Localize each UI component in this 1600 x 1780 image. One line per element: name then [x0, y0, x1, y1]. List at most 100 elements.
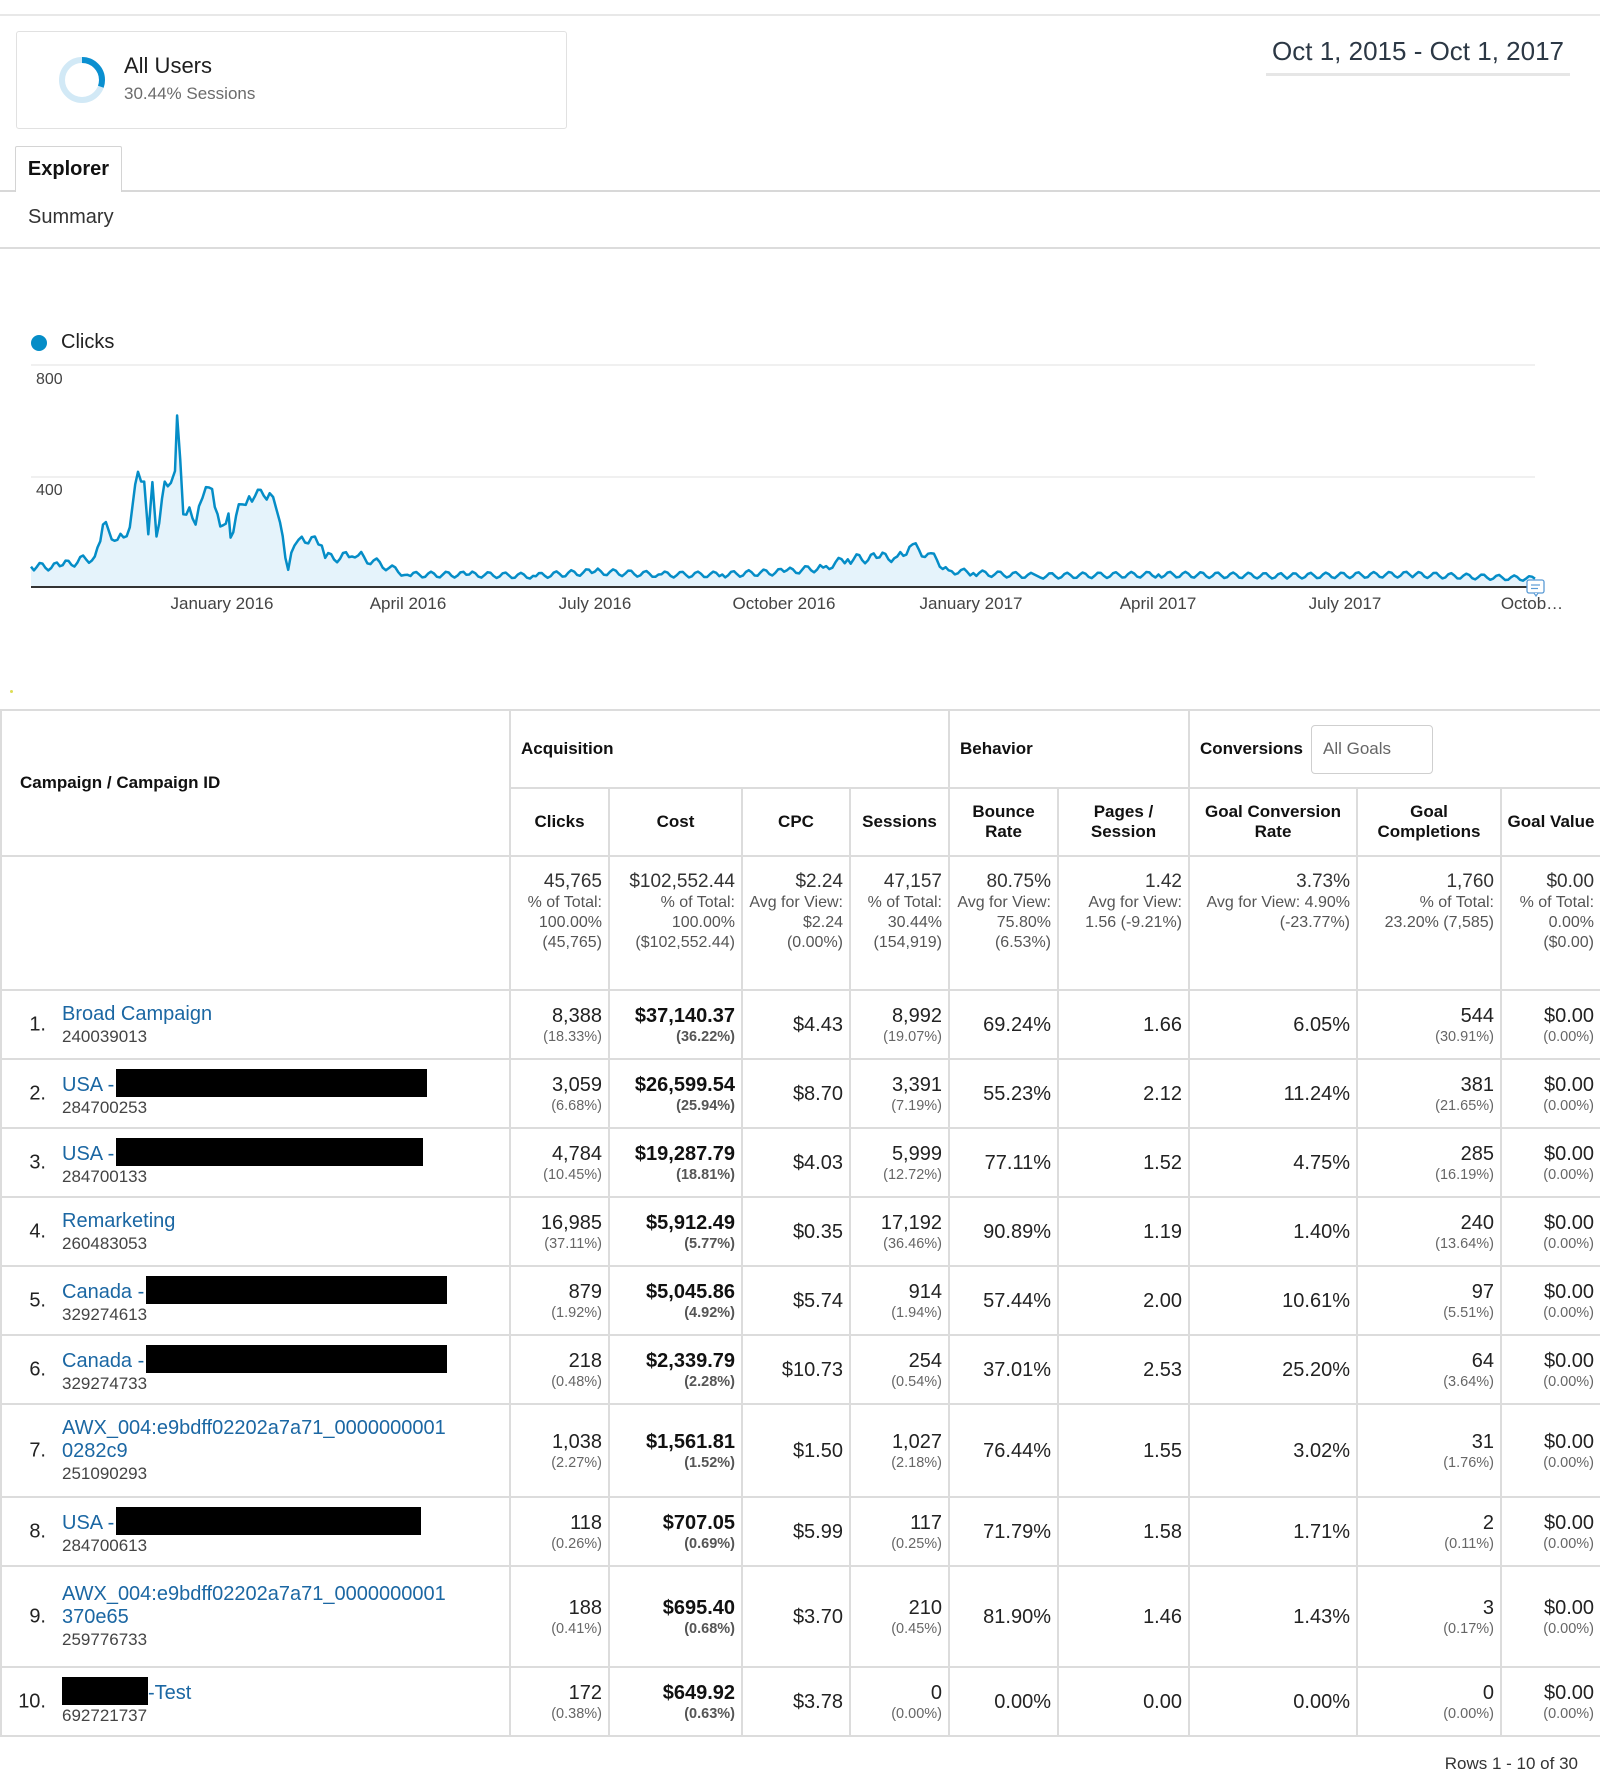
metric-cell: $37,140.37 (36.22%)	[608, 989, 743, 1060]
clicks-line-chart[interactable]	[0, 350, 1600, 620]
metric-cell: $26,599.54 (25.94%)	[608, 1058, 743, 1129]
redacted-block	[146, 1345, 448, 1373]
campaign-id: 259776733	[62, 1630, 148, 1649]
metric-cell: 240 (13.64%)	[1356, 1196, 1502, 1267]
conversions-label: Conversions	[1200, 739, 1303, 758]
metric-cell: 1.66	[1057, 989, 1190, 1060]
dimension-header[interactable]: Campaign / Campaign ID	[0, 709, 511, 857]
total-cell: 1,760% of Total: 23.20% (7,585)	[1356, 855, 1502, 991]
table-row[interactable]: 2. USA -284700253 3,059 (6.68%) $26,599.54 (2…	[0, 1058, 1600, 1129]
campaign-link[interactable]: USA -	[62, 1069, 503, 1097]
metric-cell: 97 (5.51%)	[1356, 1265, 1502, 1336]
campaign-id: 284700133	[62, 1167, 148, 1186]
col-header-sessions[interactable]: Sessions	[849, 787, 950, 857]
redacted-block	[116, 1507, 422, 1535]
metric-cell: 4,784 (10.45%)	[509, 1127, 610, 1198]
subnav-summary[interactable]: Summary	[28, 206, 114, 228]
col-header-goal-conversion-rate[interactable]: Goal Conversion Rate	[1188, 787, 1358, 857]
table-row[interactable]: 1. Broad Campaign 240039013 8,388 (18.33%) $3…	[0, 989, 1600, 1060]
campaign-name-cont[interactable]: 0282c9	[62, 1440, 128, 1462]
col-header-cpc[interactable]: CPC	[741, 787, 851, 857]
metric-cell: $10.73	[741, 1334, 851, 1405]
table-row[interactable]: 5. Canada -329274613 879 (1.92%) $5,045.86 (4…	[0, 1265, 1600, 1336]
metric-cell: $695.40 (0.68%)	[608, 1565, 743, 1668]
table-row[interactable]: 3. USA -284700133 4,784 (10.45%) $19,287.79(…	[0, 1127, 1600, 1198]
metric-cell: 11.24%	[1188, 1058, 1358, 1129]
col-header-goal-completions[interactable]: Goal Completions	[1356, 787, 1502, 857]
metric-cell: 16,985 (37.11%)	[509, 1196, 610, 1267]
campaign-link[interactable]: USA -	[62, 1507, 503, 1535]
table-row[interactable]: 6. Canada -329274733 218 (0.48%) $2,339.79 (2…	[0, 1334, 1600, 1405]
table-row[interactable]: 8. USA -284700613 118 (0.26%) $707.05 (0.69%)…	[0, 1496, 1600, 1567]
metric-cell: $5,912.49 (5.77%)	[608, 1196, 743, 1267]
metric-cell: $707.05 (0.69%)	[608, 1496, 743, 1567]
table-row[interactable]: 7. AWX_004:e9bdff02202a7a71_0000000001 028…	[0, 1403, 1600, 1498]
campaign-id: 240039013	[62, 1026, 148, 1046]
col-header-cost[interactable]: Cost	[608, 787, 743, 857]
metric-cell: 1.19	[1057, 1196, 1190, 1267]
segment-card-all-users[interactable]: All Users 30.44% Sessions	[16, 31, 567, 129]
metric-cell: 1.71%	[1188, 1496, 1358, 1567]
metric-cell: 2.12	[1057, 1058, 1190, 1129]
col-header-goal-value[interactable]: Goal Value	[1499, 787, 1600, 857]
metric-cell: 1,038 (2.27%)	[509, 1403, 610, 1498]
metric-cell: 381 (21.65%)	[1356, 1058, 1502, 1129]
x-label: Octob…	[1500, 594, 1564, 613]
metric-cell: 285 (16.19%)	[1356, 1127, 1502, 1198]
top-divider	[0, 14, 1600, 16]
campaign-cell: 1. Broad Campaign 240039013	[0, 989, 511, 1060]
metric-cell: 25.20%	[1188, 1334, 1358, 1405]
campaign-link[interactable]: Canada -	[62, 1345, 503, 1373]
campaign-id: 284700613	[62, 1536, 148, 1555]
metric-cell: 0.00%	[1188, 1666, 1358, 1737]
col-header-bounce-rate[interactable]: Bounce Rate	[948, 787, 1059, 857]
col-header-clicks[interactable]: Clicks	[509, 787, 610, 857]
metric-cell: 1.52	[1057, 1127, 1190, 1198]
campaign-name-cont[interactable]: 370e65	[62, 1606, 129, 1628]
metric-cell: 10.61%	[1188, 1265, 1358, 1336]
redacted-block	[62, 1677, 148, 1705]
campaign-link[interactable]: Broad Campaign	[62, 1002, 213, 1025]
campaign-cell: 6. Canada -329274733	[0, 1334, 511, 1405]
campaign-link[interactable]: -Test	[62, 1677, 503, 1705]
campaign-id: 329274613	[62, 1305, 148, 1324]
total-cell: $0.00% of Total: 0.00% ($0.00)	[1499, 855, 1600, 991]
metric-cell: $5,045.86 (4.92%)	[608, 1265, 743, 1336]
total-cell: 80.75% Avg for View: 75.80% (6.53%)	[948, 855, 1059, 991]
table-row[interactable]: 4. Remarketing 260483053 16,985 (37.11%) $5,9…	[0, 1196, 1600, 1267]
metric-cell: 4.75%	[1188, 1127, 1358, 1198]
metric-cell: $0.35	[741, 1196, 851, 1267]
date-range-picker[interactable]: Oct 1, 2015 - Oct 1, 2017	[1266, 36, 1570, 76]
metric-cell: 1.55	[1057, 1403, 1190, 1498]
metric-cell: 31 (1.76%)	[1356, 1403, 1502, 1498]
metric-cell: 64 (3.64%)	[1356, 1334, 1502, 1405]
goal-selector-dropdown[interactable]: All Goals	[1310, 724, 1433, 774]
metric-cell: 188 (0.41%)	[509, 1565, 610, 1668]
metric-cell: 37.01%	[948, 1334, 1059, 1405]
table-row[interactable]: 10. -Test 692721737 172 (0.38%) $649.92 (0.63%…	[0, 1666, 1600, 1737]
campaign-link[interactable]: USA -	[62, 1138, 503, 1166]
col-header-pages-session[interactable]: Pages / Session	[1057, 787, 1190, 857]
table-row[interactable]: 9. AWX_004:e9bdff02202a7a71_0000000001 370…	[0, 1565, 1600, 1668]
annotation-icon[interactable]	[1526, 579, 1545, 598]
campaign-link[interactable]: AWX_004:e9bdff02202a7a71_0000000001	[62, 1417, 446, 1439]
metric-cell: 55.23%	[948, 1058, 1059, 1129]
total-cell: 45,765% of Total: 100.00% (45,765)	[509, 855, 610, 991]
redacted-block	[146, 1276, 448, 1304]
tab-explorer[interactable]: Explorer	[15, 146, 122, 192]
metric-cell: $1.50	[741, 1403, 851, 1498]
campaign-link[interactable]: Canada -	[62, 1276, 503, 1304]
campaign-link[interactable]: AWX_004:e9bdff02202a7a71_0000000001	[62, 1583, 446, 1605]
row-number: 1.	[29, 1013, 46, 1035]
metric-cell: $0.00 (0.00%)	[1499, 1565, 1600, 1668]
metric-cell: 3,059 (6.68%)	[509, 1058, 610, 1129]
metric-cell: $5.99	[741, 1496, 851, 1567]
metric-cell: 57.44%	[948, 1265, 1059, 1336]
legend-clicks-label[interactable]: Clicks	[61, 331, 115, 353]
total-cell: $102,552.44% of Total: 100.00% ($102,552…	[608, 855, 743, 991]
metric-cell: $4.03	[741, 1127, 851, 1198]
campaign-link[interactable]: Remarketing	[62, 1209, 176, 1232]
metric-cell: 2.00	[1057, 1265, 1190, 1336]
row-number: 10.	[18, 1690, 46, 1712]
campaign-cell: 8. USA -284700613	[0, 1496, 511, 1567]
